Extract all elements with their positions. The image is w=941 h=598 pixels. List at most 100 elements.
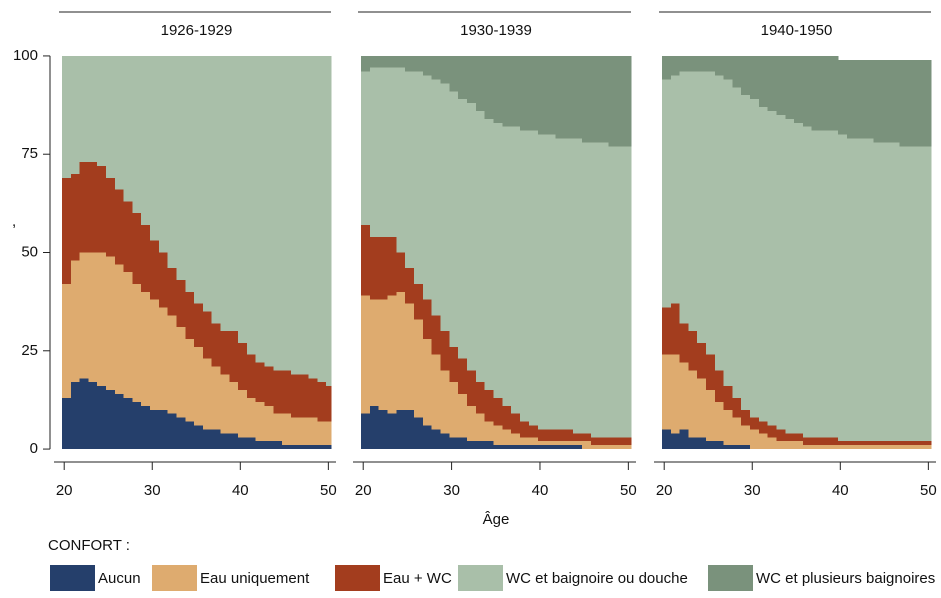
area-step <box>238 437 248 450</box>
area-step <box>617 55 627 147</box>
area-step <box>317 445 327 450</box>
area-step <box>378 236 389 300</box>
area-step <box>714 401 725 442</box>
area-step <box>750 417 760 430</box>
area-step <box>617 146 627 438</box>
x-tick-label: 40 <box>832 482 849 499</box>
area-step <box>378 409 389 450</box>
area-step <box>820 130 830 438</box>
area-step <box>802 55 813 127</box>
area-step <box>176 327 186 418</box>
area-step <box>670 75 681 304</box>
area-step <box>88 55 98 163</box>
area-step <box>829 55 839 131</box>
area-step <box>511 433 521 446</box>
area-step <box>220 55 230 332</box>
area-step <box>467 103 477 371</box>
area-step <box>467 370 477 406</box>
area-step <box>361 71 371 225</box>
area-step <box>520 445 530 450</box>
area-step <box>246 354 257 398</box>
area-step <box>608 146 618 438</box>
area-step <box>185 338 195 422</box>
area-step <box>378 299 389 410</box>
area-step <box>475 413 486 442</box>
area-step <box>361 295 371 414</box>
area-step <box>590 55 601 143</box>
area-step <box>123 272 133 398</box>
area-step <box>405 409 415 450</box>
area-step <box>873 441 883 446</box>
area-step <box>926 441 932 446</box>
area-step <box>229 433 239 450</box>
area-step <box>396 291 406 410</box>
area-step <box>908 441 918 446</box>
area-step <box>176 417 186 450</box>
area-step <box>564 429 574 442</box>
area-step <box>62 283 72 398</box>
area-step <box>282 55 292 371</box>
area-step <box>123 201 133 273</box>
area-step <box>106 55 116 178</box>
area-step <box>573 433 583 442</box>
area-step <box>555 445 565 450</box>
area-step <box>79 162 89 253</box>
area-step <box>502 429 512 446</box>
area-step <box>758 421 769 434</box>
area-step <box>706 441 716 450</box>
area-step <box>440 331 450 371</box>
area-step <box>890 445 901 450</box>
area-step <box>238 342 248 391</box>
area-step <box>917 441 927 446</box>
area-step <box>741 95 751 410</box>
panel-title: 1930-1939 <box>460 22 532 39</box>
area-step <box>264 366 274 406</box>
area-step <box>369 299 380 406</box>
area-step <box>414 71 424 284</box>
area-step <box>811 437 821 446</box>
area-step <box>62 55 72 178</box>
area-step <box>750 429 760 450</box>
area-step <box>864 59 874 139</box>
area-step <box>158 307 169 410</box>
area-step <box>141 224 151 292</box>
area-step <box>758 433 769 450</box>
area-step <box>97 55 107 167</box>
y-tick-label: 25 <box>21 342 38 359</box>
area-step <box>458 99 468 359</box>
area-step <box>202 311 213 359</box>
area-step <box>70 55 81 174</box>
area-step <box>750 55 760 100</box>
area-step <box>528 130 539 426</box>
area-step <box>475 55 486 111</box>
area-step <box>599 55 609 143</box>
area-step <box>246 397 257 438</box>
area-step <box>132 213 142 284</box>
area-step <box>528 445 539 450</box>
area-step <box>273 413 283 442</box>
area-step <box>317 421 327 446</box>
area-step <box>838 441 848 446</box>
area-step <box>361 413 371 450</box>
area-step <box>662 307 672 355</box>
area-step <box>361 224 371 296</box>
area-step <box>62 397 72 450</box>
area-step <box>829 445 839 450</box>
area-step <box>141 405 151 450</box>
area-step <box>299 417 310 446</box>
area-step <box>908 146 918 442</box>
area-step <box>97 252 107 387</box>
area-step <box>679 71 689 324</box>
area-step <box>458 358 468 395</box>
area-step <box>714 55 725 76</box>
area-step <box>890 142 901 442</box>
area-step <box>141 55 151 225</box>
area-step <box>493 55 503 123</box>
area-step <box>732 87 742 398</box>
area-step <box>308 417 318 446</box>
area-step <box>776 114 786 430</box>
area-step <box>255 441 266 450</box>
area-step <box>264 441 274 450</box>
area-step <box>706 71 716 355</box>
area-step <box>220 433 230 450</box>
